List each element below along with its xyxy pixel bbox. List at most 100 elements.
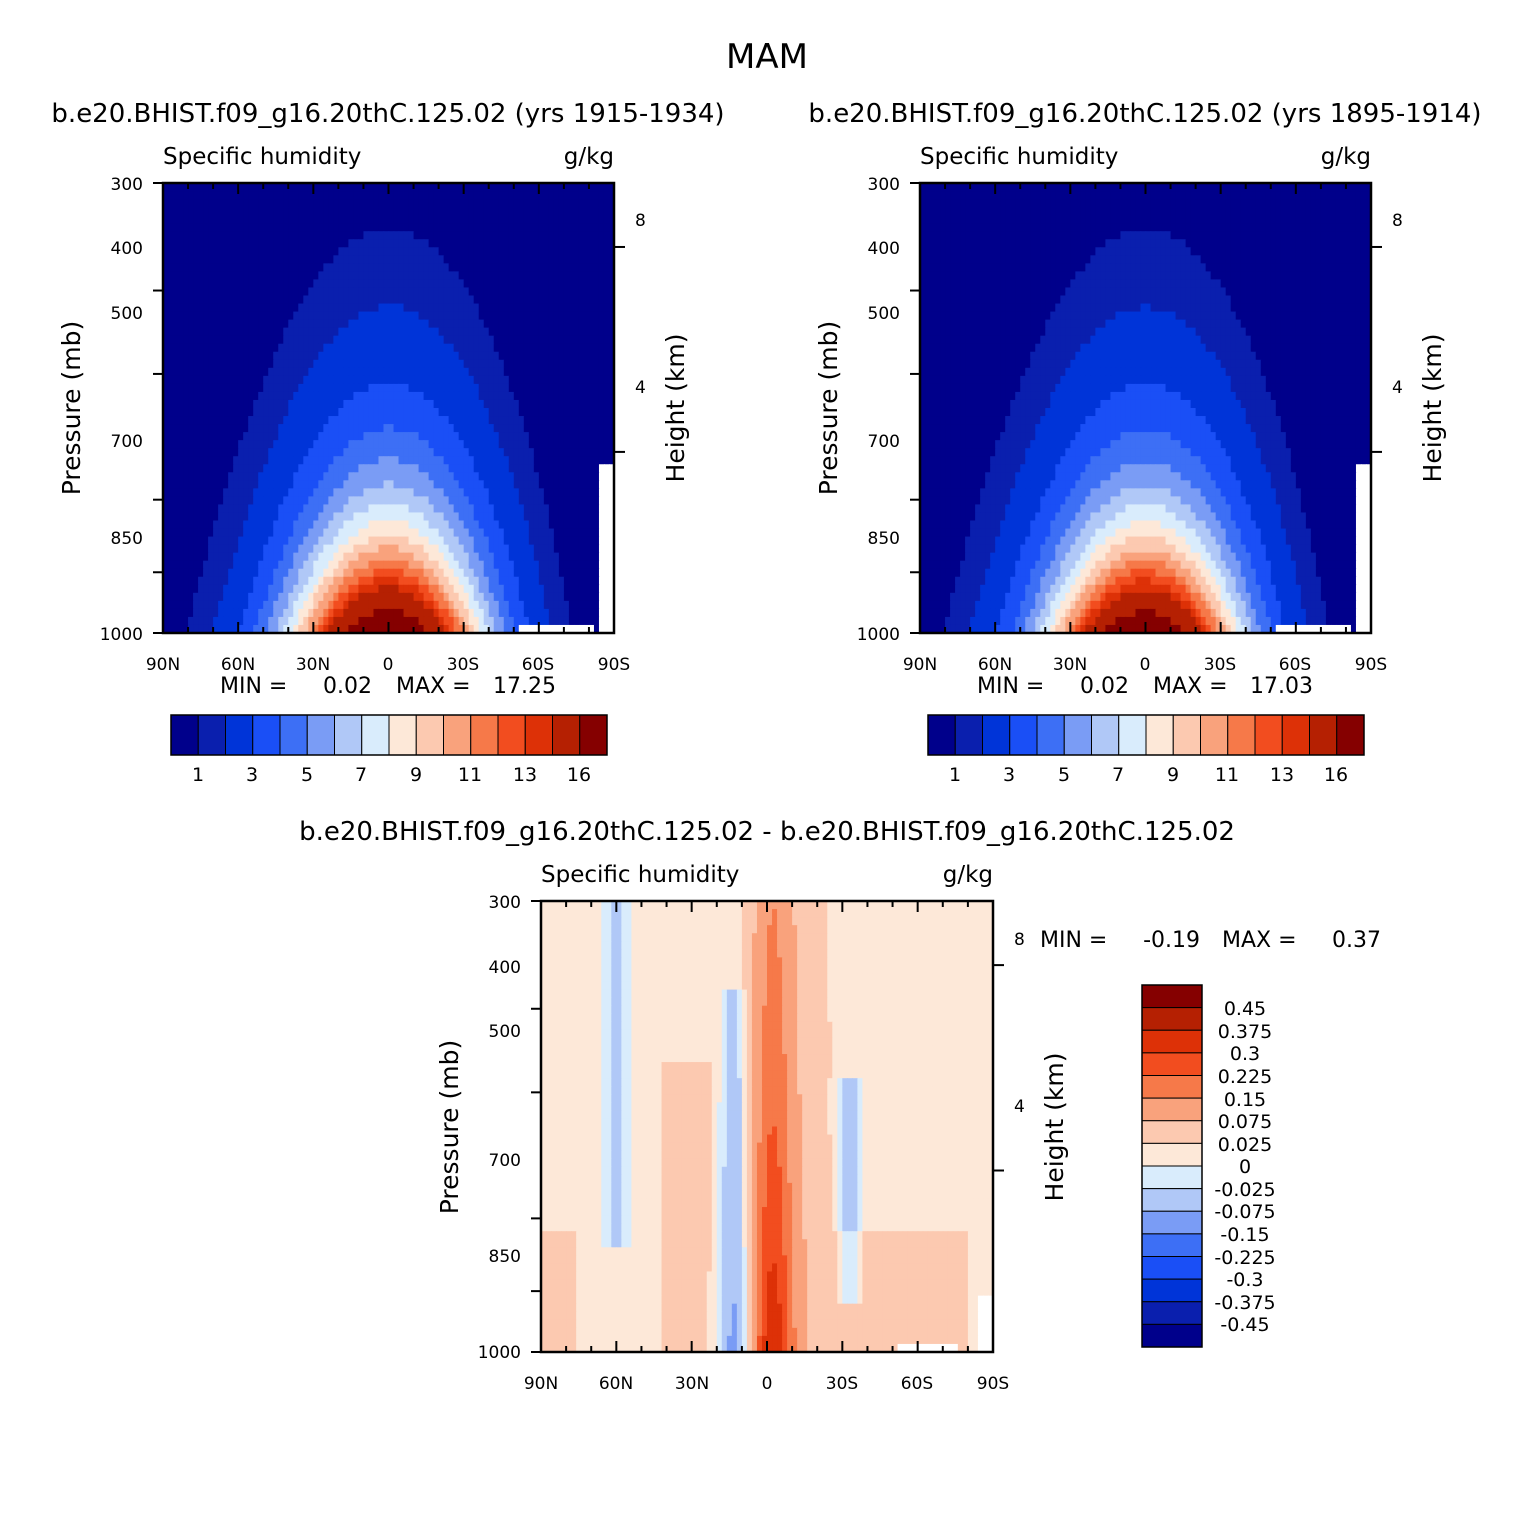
- heatmap-cell: [318, 399, 324, 409]
- heatmap-cell: [358, 600, 365, 610]
- heatmap-cell: [368, 560, 375, 570]
- heatmap-cell: [488, 263, 495, 272]
- heatmap-cell: [253, 560, 259, 570]
- heatmap-cell: [553, 512, 560, 522]
- heatmap-cell: [228, 568, 234, 578]
- heatmap-cell: [433, 512, 440, 522]
- heatmap-cell: [553, 544, 560, 554]
- heatmap-cell: [213, 512, 219, 522]
- heatmap-cell: [483, 247, 490, 256]
- heatmap-cell: [353, 448, 360, 457]
- heatmap-cell: [558, 528, 565, 538]
- heatmap-cell: [463, 544, 470, 554]
- heatmap-cell: [383, 391, 390, 401]
- heatmap-cell: [323, 295, 329, 305]
- heatmap-cell: [608, 488, 615, 497]
- heatmap-cell: [503, 488, 510, 497]
- heatmap-cell: [273, 399, 279, 409]
- heatmap-cell: [573, 480, 580, 489]
- heatmap-cell: [528, 279, 535, 289]
- heatmap-cell: [358, 335, 365, 345]
- heatmap-cell: [368, 239, 375, 248]
- heatmap-cell: [478, 271, 485, 281]
- heatmap-cell: [563, 512, 570, 522]
- heatmap-cell: [313, 576, 319, 586]
- heatmap-cell: [528, 576, 535, 586]
- heatmap-cell: [428, 432, 435, 441]
- heatmap-cell: [438, 472, 445, 481]
- heatmap-cell: [193, 520, 199, 530]
- heatmap-cell: [173, 183, 179, 192]
- heatmap-cell: [248, 584, 254, 594]
- heatmap-cell: [488, 367, 495, 377]
- heatmap-cell: [483, 544, 490, 554]
- heatmap-cell: [173, 528, 179, 538]
- heatmap-cell: [283, 247, 289, 256]
- heatmap-cell: [348, 199, 355, 208]
- heatmap-cell: [238, 608, 244, 618]
- heatmap-cell: [323, 464, 329, 473]
- heatmap-cell: [463, 504, 470, 514]
- heatmap-cell: [413, 472, 420, 481]
- heatmap-cell: [428, 416, 435, 425]
- heatmap-cell: [343, 351, 350, 361]
- heatmap-cell: [453, 448, 460, 457]
- heatmap-cell: [433, 303, 440, 313]
- heatmap-cell: [248, 335, 254, 345]
- heatmap-cell: [218, 207, 224, 216]
- heatmap-cell: [393, 440, 400, 449]
- heatmap-cell: [363, 255, 370, 264]
- heatmap-cell: [368, 319, 375, 329]
- heatmap-cell: [333, 592, 339, 602]
- heatmap-cell: [563, 327, 570, 337]
- heatmap-cell: [423, 231, 430, 240]
- heatmap-cell: [338, 480, 344, 489]
- heatmap-cell: [203, 440, 209, 449]
- heatmap-cell: [333, 424, 339, 433]
- heatmap-cell: [238, 408, 244, 417]
- heatmap-cell: [478, 263, 485, 272]
- heatmap-cell: [408, 576, 415, 586]
- heatmap-cell: [428, 576, 435, 586]
- heatmap-cell: [353, 512, 360, 522]
- heatmap-cell: [168, 215, 174, 224]
- heatmap-cell: [218, 367, 224, 377]
- heatmap-cell: [198, 183, 204, 192]
- heatmap-cell: [363, 271, 370, 281]
- heatmap-cell: [258, 528, 264, 538]
- heatmap-cell: [493, 303, 500, 313]
- heatmap-cell: [173, 504, 179, 514]
- heatmap-cell: [348, 592, 355, 602]
- heatmap-cell: [353, 416, 360, 425]
- heatmap-cell: [608, 568, 615, 578]
- heatmap-cell: [353, 247, 360, 256]
- heatmap-cell: [518, 223, 525, 232]
- heatmap-cell: [278, 480, 284, 489]
- heatmap-cell: [553, 616, 560, 626]
- heatmap-cell: [178, 424, 184, 433]
- heatmap-cell: [523, 199, 530, 208]
- heatmap-cell: [268, 624, 274, 634]
- heatmap-cell: [568, 295, 575, 305]
- heatmap-cell: [263, 552, 269, 562]
- heatmap-cell: [168, 255, 174, 264]
- heatmap-cell: [478, 416, 485, 425]
- heatmap-cell: [253, 552, 259, 562]
- heatmap-cell: [453, 592, 460, 602]
- heatmap-cell: [538, 424, 545, 433]
- heatmap-cell: [218, 624, 224, 634]
- heatmap-cell: [548, 448, 555, 457]
- heatmap-cell: [603, 223, 610, 232]
- heatmap-cell: [238, 367, 244, 377]
- heatmap-cell: [413, 552, 420, 562]
- heatmap-cell: [423, 391, 430, 401]
- heatmap-cell: [213, 456, 219, 465]
- heatmap-cell: [563, 560, 570, 570]
- heatmap-cell: [448, 472, 455, 481]
- heatmap-cell: [368, 303, 375, 313]
- heatmap-cell: [388, 408, 395, 417]
- heatmap-cell: [173, 255, 179, 264]
- heatmap-cell: [543, 472, 550, 481]
- heatmap-cell: [303, 263, 309, 272]
- heatmap-cell: [318, 536, 324, 546]
